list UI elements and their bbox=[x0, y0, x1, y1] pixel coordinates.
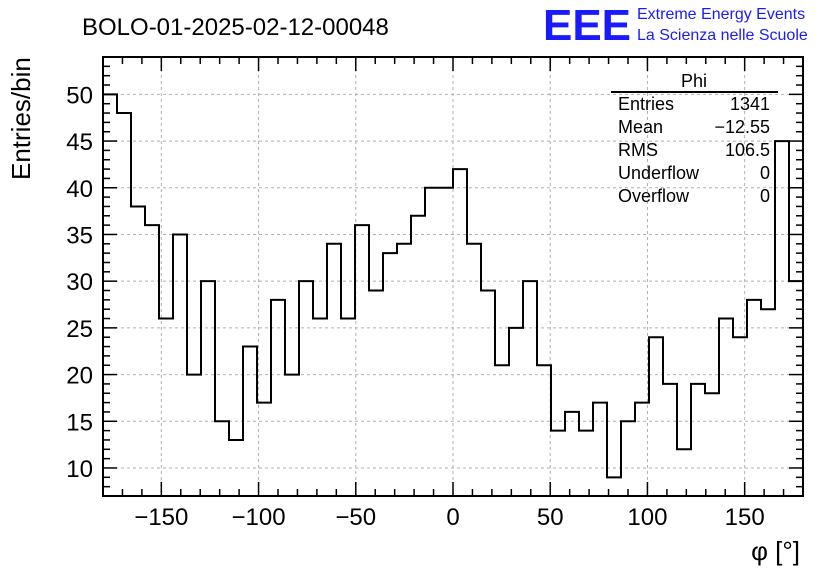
stats-value-entries: 1341 bbox=[730, 94, 770, 114]
x-tick-label: −100 bbox=[232, 504, 286, 531]
y-tick-label: 35 bbox=[66, 222, 93, 249]
x-tick-label: 50 bbox=[537, 504, 564, 531]
stats-value-overflow: 0 bbox=[760, 186, 770, 206]
y-tick-label: 20 bbox=[66, 363, 93, 390]
x-tick-label: 100 bbox=[627, 504, 667, 531]
y-tick-label: 45 bbox=[66, 129, 93, 156]
logo-line-2: La Scienza nelle Scuole bbox=[637, 27, 808, 44]
y-tick-label: 50 bbox=[66, 82, 93, 109]
y-tick-label: 10 bbox=[66, 456, 93, 483]
x-tick-label: 150 bbox=[725, 504, 765, 531]
x-tick-label: −150 bbox=[134, 504, 188, 531]
plot-frame bbox=[102, 56, 804, 497]
axis-ticks bbox=[103, 57, 803, 496]
grid-lines bbox=[103, 57, 803, 496]
logo: EEE Extreme Energy Events La Scienza nel… bbox=[543, 1, 808, 50]
stats-label-overflow: Overflow bbox=[618, 186, 690, 206]
logo-mark: EEE bbox=[543, 1, 631, 50]
y-tick-labels: 10 15 20 25 30 35 40 45 50 bbox=[66, 82, 93, 483]
y-tick-label: 40 bbox=[66, 176, 93, 203]
x-tick-label: −50 bbox=[335, 504, 376, 531]
stats-label-rms: RMS bbox=[618, 140, 658, 160]
x-tick-label: 0 bbox=[446, 504, 459, 531]
logo-line-1: Extreme Energy Events bbox=[637, 6, 805, 23]
y-tick-label: 25 bbox=[66, 316, 93, 343]
y-tick-label: 30 bbox=[66, 269, 93, 296]
stats-title: Phi bbox=[681, 71, 707, 91]
chart-title: BOLO-01-2025-02-12-00048 bbox=[82, 14, 389, 41]
stats-label-underflow: Underflow bbox=[618, 163, 700, 183]
y-tick-label: 15 bbox=[66, 409, 93, 436]
stats-box: Phi Entries 1341 Mean −12.55 RMS 106.5 U… bbox=[611, 71, 778, 206]
stats-value-underflow: 0 bbox=[760, 163, 770, 183]
y-axis-label: Entries/bin bbox=[6, 57, 36, 180]
stats-value-rms: 106.5 bbox=[725, 140, 770, 160]
stats-value-mean: −12.55 bbox=[714, 117, 770, 137]
histogram-step-line bbox=[103, 93, 803, 479]
stats-label-entries: Entries bbox=[618, 94, 674, 114]
stats-label-mean: Mean bbox=[618, 117, 663, 137]
x-tick-labels: −150 −100 −50 0 50 100 150 bbox=[134, 504, 764, 531]
x-axis-label: φ [°] bbox=[751, 536, 800, 566]
